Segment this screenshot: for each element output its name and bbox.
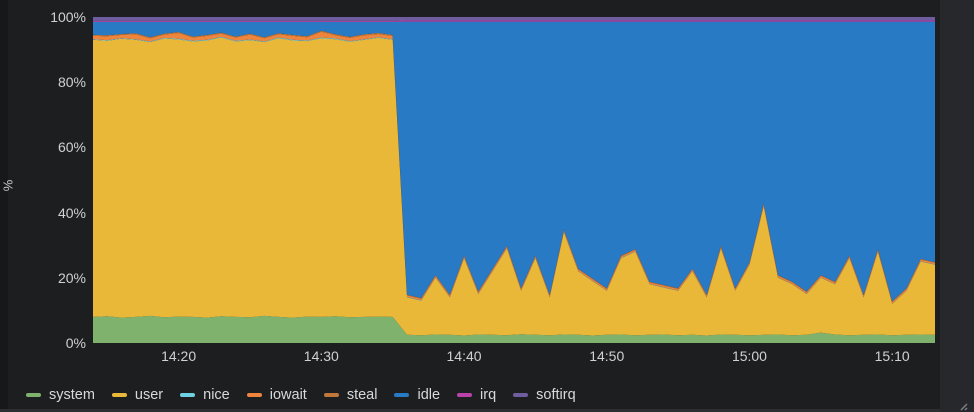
legend-label: irq [480,387,497,403]
legend-item-idle[interactable]: idle [394,386,440,404]
series-area-softirq [93,17,935,21]
panel-right-edge [940,0,974,412]
panel-resize-handle[interactable] [958,398,968,411]
resize-grip-icon [960,403,968,411]
legend-label: steal [346,387,378,403]
legend-label: idle [417,387,441,403]
x-tick-label: 14:50 [589,348,625,364]
panel-bottom-edge [0,409,940,412]
series-area-system [93,315,935,343]
legend-label: user [134,387,164,403]
legend-swatch-icon [246,393,262,397]
legend-item-system[interactable]: system [26,386,95,404]
legend-item-softirq[interactable]: softirq [513,386,576,404]
legend-item-iowait[interactable]: iowait [246,386,307,404]
chart-legend: system user nice iowait steal idle irq softirq [26,385,576,405]
x-tick-label: 15:00 [731,348,767,364]
legend-label: system [49,387,95,403]
legend-swatch-icon [111,393,127,397]
x-tick-label: 14:30 [303,348,339,364]
y-tick-label: 0% [65,335,86,351]
x-tick-label: 15:10 [874,348,910,364]
y-axis-label: % [0,179,16,192]
legend-swatch-icon [323,393,339,397]
legend-swatch-icon [394,393,410,397]
legend-swatch-icon [180,393,196,397]
series-area-user [93,37,935,336]
legend-swatch-icon [26,393,41,397]
legend-item-user[interactable]: user [111,386,164,404]
legend-label: softirq [536,387,576,403]
y-tick-label: 80% [57,74,86,91]
legend-item-steal[interactable]: steal [323,386,378,404]
x-tick-label: 14:20 [161,348,197,364]
panel-left-edge [0,0,8,412]
legend-label: nice [203,387,230,403]
series-area-idle [93,21,935,302]
y-tick-label: 60% [57,139,86,156]
y-tick-label: 20% [57,269,86,286]
y-tick-label: 100% [50,9,86,25]
legend-item-irq[interactable]: irq [457,386,496,404]
legend-swatch-icon [457,393,473,397]
legend-item-nice[interactable]: nice [180,386,230,404]
series-area-irq [93,20,935,22]
y-tick-label: 40% [57,204,86,221]
legend-label: iowait [269,387,307,403]
x-tick-label: 14:40 [446,348,482,364]
legend-swatch-icon [513,393,529,397]
